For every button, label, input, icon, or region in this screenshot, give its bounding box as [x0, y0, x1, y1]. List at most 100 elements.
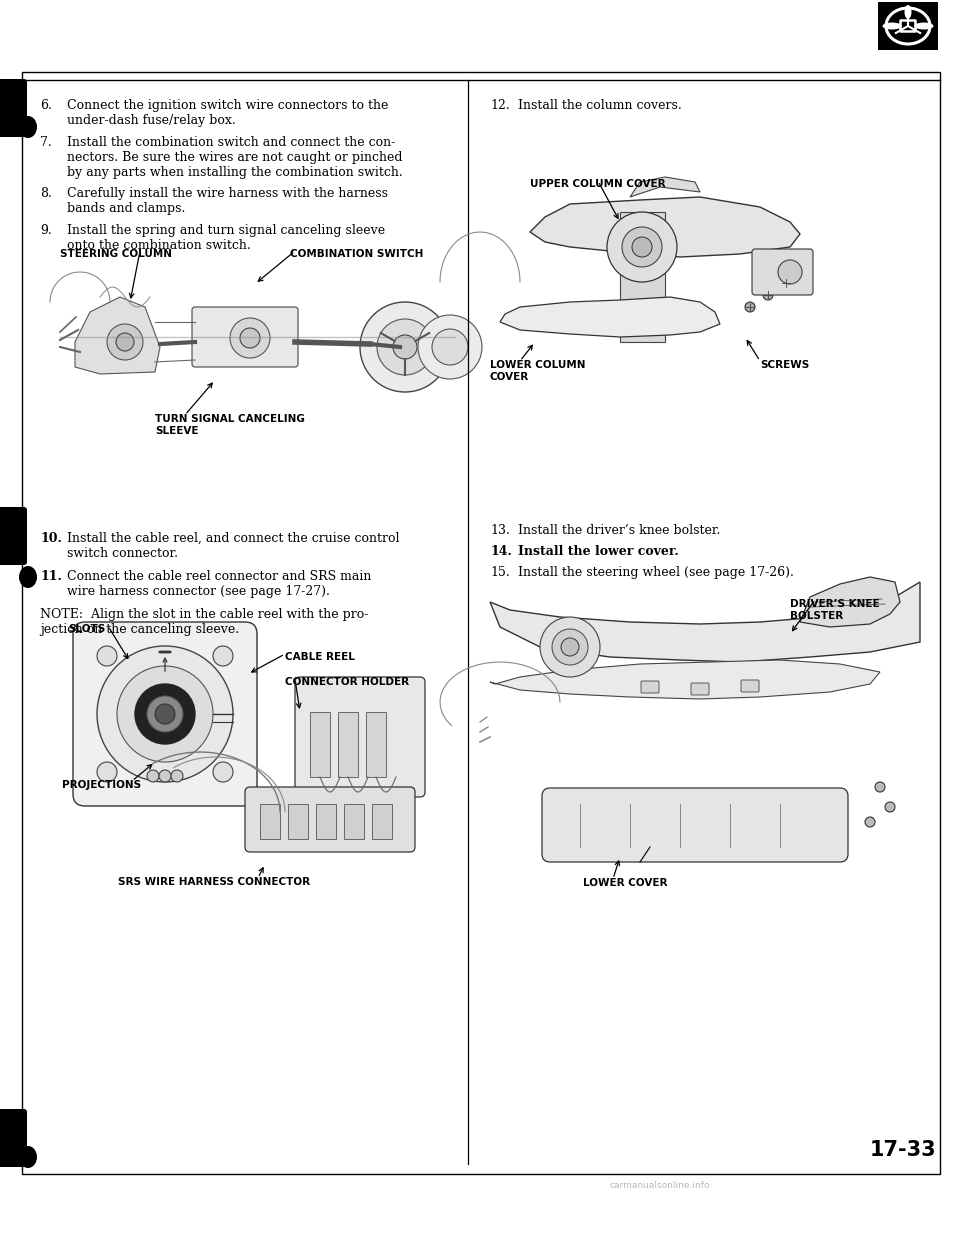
Ellipse shape — [19, 116, 37, 138]
Text: Install the column covers.: Install the column covers. — [518, 99, 682, 112]
Circle shape — [745, 302, 755, 312]
FancyBboxPatch shape — [900, 21, 916, 31]
FancyBboxPatch shape — [0, 1109, 27, 1167]
Circle shape — [432, 329, 468, 365]
Circle shape — [418, 315, 482, 379]
Circle shape — [561, 638, 579, 656]
Circle shape — [763, 289, 773, 301]
Circle shape — [107, 324, 143, 360]
Text: COMBINATION SWITCH: COMBINATION SWITCH — [290, 248, 423, 260]
Ellipse shape — [19, 566, 37, 587]
FancyBboxPatch shape — [542, 787, 848, 862]
Polygon shape — [630, 178, 700, 197]
Circle shape — [632, 237, 652, 257]
Circle shape — [117, 666, 213, 763]
Circle shape — [885, 802, 895, 812]
Circle shape — [147, 696, 183, 732]
Circle shape — [540, 617, 600, 677]
Text: Connect the ignition switch wire connectors to the
under-dash fuse/relay box.: Connect the ignition switch wire connect… — [67, 99, 389, 127]
Text: 8.: 8. — [40, 188, 52, 200]
Polygon shape — [490, 582, 920, 662]
Text: Install the spring and turn signal canceling sleeve
onto the combination switch.: Install the spring and turn signal cance… — [67, 224, 385, 252]
Circle shape — [116, 333, 134, 351]
Text: 11.: 11. — [40, 570, 61, 582]
Text: SCREWS: SCREWS — [760, 360, 809, 370]
Text: Install the lower cover.: Install the lower cover. — [518, 545, 679, 558]
Ellipse shape — [882, 22, 901, 30]
Circle shape — [155, 704, 175, 724]
Text: Carefully install the wire harness with the harness
bands and clamps.: Carefully install the wire harness with … — [67, 188, 388, 215]
Circle shape — [778, 260, 802, 284]
Circle shape — [97, 763, 117, 782]
Text: SRS WIRE HARNESS CONNECTOR: SRS WIRE HARNESS CONNECTOR — [118, 877, 310, 887]
Text: STEERING COLUMN: STEERING COLUMN — [60, 248, 172, 260]
Circle shape — [607, 212, 677, 282]
Text: UPPER COLUMN COVER: UPPER COLUMN COVER — [530, 179, 666, 189]
Text: Connect the cable reel connector and SRS main
wire harness connector (see page 1: Connect the cable reel connector and SRS… — [67, 570, 372, 597]
FancyBboxPatch shape — [752, 248, 813, 296]
Text: DRIVER’S KNEE
BOLSTER: DRIVER’S KNEE BOLSTER — [790, 599, 879, 621]
Circle shape — [159, 770, 171, 782]
Circle shape — [147, 770, 159, 782]
Text: CABLE REEL: CABLE REEL — [285, 652, 355, 662]
Text: carmanualsonline.info: carmanualsonline.info — [610, 1181, 710, 1190]
Circle shape — [865, 817, 875, 827]
Text: 13.: 13. — [490, 524, 510, 537]
Circle shape — [171, 770, 183, 782]
Text: 10.: 10. — [40, 532, 61, 545]
Circle shape — [97, 646, 117, 666]
FancyBboxPatch shape — [245, 787, 415, 852]
Polygon shape — [500, 297, 720, 337]
Circle shape — [393, 335, 417, 359]
Text: 12.: 12. — [490, 99, 510, 112]
Ellipse shape — [904, 5, 911, 19]
FancyBboxPatch shape — [741, 681, 759, 692]
Text: 17-33: 17-33 — [870, 1140, 937, 1160]
FancyArrowPatch shape — [163, 658, 167, 671]
Bar — [22, 72, 940, 1174]
FancyBboxPatch shape — [641, 681, 659, 693]
Bar — [260, 804, 280, 840]
Circle shape — [213, 763, 233, 782]
Ellipse shape — [19, 1146, 37, 1167]
Bar — [878, 2, 938, 50]
Text: 7.: 7. — [40, 137, 52, 149]
Circle shape — [377, 319, 433, 375]
Bar — [316, 804, 336, 840]
Ellipse shape — [886, 7, 930, 43]
Bar — [620, 212, 665, 342]
Bar — [372, 804, 392, 840]
Text: LOWER COVER: LOWER COVER — [583, 878, 667, 888]
Polygon shape — [75, 297, 160, 374]
Text: Install the cable reel, and connect the cruise control
switch connector.: Install the cable reel, and connect the … — [67, 532, 399, 560]
Bar — [344, 804, 364, 840]
Text: Install the combination switch and connect the con-
nectors. Be sure the wires a: Install the combination switch and conne… — [67, 137, 403, 179]
Bar — [310, 712, 330, 777]
Circle shape — [213, 646, 233, 666]
Text: NOTE:  Align the slot in the cable reel with the pro-
jection on the canceling s: NOTE: Align the slot in the cable reel w… — [40, 609, 369, 636]
FancyBboxPatch shape — [0, 79, 27, 137]
Circle shape — [135, 684, 195, 744]
FancyBboxPatch shape — [192, 307, 298, 366]
Circle shape — [875, 782, 885, 792]
Circle shape — [240, 328, 260, 348]
Text: 6.: 6. — [40, 99, 52, 112]
Circle shape — [97, 646, 233, 782]
Bar — [366, 712, 386, 777]
Text: 9.: 9. — [40, 224, 52, 237]
FancyBboxPatch shape — [73, 622, 257, 806]
Polygon shape — [490, 660, 880, 699]
Text: TURN SIGNAL CANCELING
SLEEVE: TURN SIGNAL CANCELING SLEEVE — [155, 414, 305, 436]
Text: SLOTS: SLOTS — [68, 623, 106, 633]
Bar — [338, 712, 358, 777]
Text: Install the steering wheel (see page 17-26).: Install the steering wheel (see page 17-… — [518, 566, 794, 579]
Ellipse shape — [915, 22, 933, 30]
FancyBboxPatch shape — [691, 683, 709, 696]
Circle shape — [781, 278, 791, 288]
Text: LOWER COLUMN
COVER: LOWER COLUMN COVER — [490, 360, 586, 381]
Text: 14.: 14. — [490, 545, 512, 558]
Circle shape — [360, 302, 450, 392]
Text: 15.: 15. — [490, 566, 510, 579]
Polygon shape — [530, 197, 800, 257]
Text: CONNECTOR HOLDER: CONNECTOR HOLDER — [285, 677, 409, 687]
